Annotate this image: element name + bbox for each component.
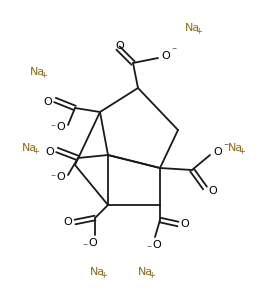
Text: +: + (148, 272, 155, 280)
Text: Na: Na (30, 67, 45, 77)
Text: +: + (41, 71, 47, 81)
Text: ⁻: ⁻ (171, 46, 177, 56)
Text: O: O (64, 217, 72, 227)
Text: +: + (239, 147, 245, 156)
Text: O: O (44, 97, 52, 107)
Text: Na: Na (90, 267, 105, 277)
Text: O: O (89, 238, 97, 248)
Text: O: O (57, 122, 65, 132)
Text: +: + (32, 147, 39, 156)
Text: ⁻: ⁻ (50, 173, 56, 183)
Text: +: + (196, 28, 202, 37)
Text: +: + (101, 272, 108, 280)
Text: O: O (57, 172, 65, 182)
Text: Na: Na (138, 267, 153, 277)
Text: O: O (116, 41, 124, 51)
Text: ⁻: ⁻ (82, 242, 87, 252)
Text: Na: Na (22, 143, 37, 153)
Text: O: O (181, 219, 189, 229)
Text: Na: Na (228, 143, 243, 153)
Text: O: O (214, 147, 222, 157)
Text: O: O (209, 186, 217, 196)
Text: O: O (153, 240, 161, 250)
Text: O: O (46, 147, 54, 157)
Text: O: O (162, 51, 170, 61)
Text: ⁻: ⁻ (146, 244, 152, 254)
Text: ⁻: ⁻ (223, 142, 229, 152)
Text: Na: Na (185, 23, 200, 33)
Text: ⁻: ⁻ (50, 123, 56, 133)
